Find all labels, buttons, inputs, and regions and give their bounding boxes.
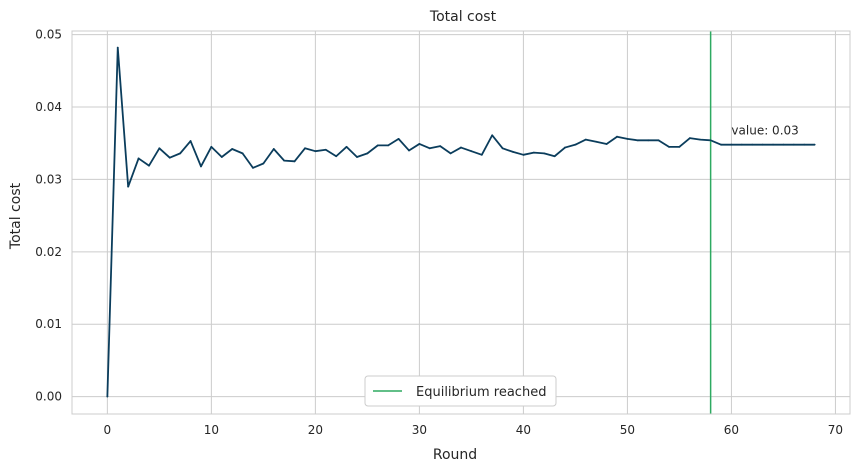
- chart-title: Total cost: [429, 9, 497, 25]
- data-point: [428, 147, 431, 150]
- data-point: [168, 156, 171, 159]
- y-axis-label: Total cost: [8, 182, 24, 250]
- data-point: [356, 156, 358, 158]
- legend: Equilibrium reached: [364, 375, 557, 407]
- data-point: [688, 137, 691, 140]
- y-ticks: 0.00 0.01 0.02 0.03 0.04 0.05: [35, 28, 62, 404]
- legend-box: [364, 375, 557, 407]
- data-point: [449, 152, 452, 155]
- data-point: [283, 159, 286, 162]
- data-point: [460, 146, 462, 149]
- data-point: [605, 143, 608, 145]
- data-point: [241, 152, 244, 155]
- data-point: [408, 149, 410, 152]
- data-point: [220, 156, 223, 158]
- data-point: [179, 152, 182, 155]
- data-point: [137, 157, 140, 160]
- data-point: [720, 143, 722, 146]
- x-tick-label: 30: [412, 423, 427, 437]
- data-point: [231, 148, 234, 150]
- data-point: [782, 143, 785, 146]
- data-point: [740, 143, 743, 146]
- data-point: [813, 143, 816, 146]
- x-tick-label: 40: [516, 423, 531, 437]
- data-point: [106, 395, 109, 398]
- data-point: [699, 138, 702, 141]
- data-point: [345, 145, 348, 148]
- value-annotation: value: 0.03: [731, 124, 798, 138]
- legend-label-equilibrium: Equilibrium reached: [416, 385, 546, 400]
- data-point: [751, 143, 754, 146]
- data-point: [584, 138, 587, 141]
- data-point: [418, 143, 421, 145]
- data-point: [335, 155, 338, 158]
- data-point: [564, 146, 566, 149]
- data-point: [668, 145, 670, 148]
- data-point: [116, 46, 119, 49]
- data-point: [387, 144, 390, 147]
- data-point: [376, 144, 379, 147]
- data-point: [772, 143, 774, 146]
- x-tick-label: 20: [308, 423, 323, 437]
- x-tick-label: 0: [104, 423, 112, 437]
- x-tick-label: 50: [620, 423, 635, 437]
- x-axis-label: Round: [433, 447, 477, 463]
- y-tick-label: 0.02: [35, 245, 62, 259]
- x-tick-label: 10: [204, 423, 219, 437]
- grid: [72, 31, 850, 414]
- data-point: [470, 150, 473, 153]
- data-point: [480, 153, 483, 156]
- data-point: [200, 165, 202, 168]
- data-point: [127, 185, 130, 188]
- x-ticks: 0 10 20 30 40 50 60 70: [104, 423, 844, 437]
- y-tick-label: 0.03: [35, 172, 62, 186]
- data-point: [293, 160, 296, 163]
- y-tick-label: 0.05: [35, 28, 62, 42]
- data-point: [616, 135, 618, 138]
- data-point: [803, 143, 806, 146]
- data-point: [553, 155, 556, 158]
- x-tick-label: 70: [828, 423, 843, 437]
- plot-frame: [71, 30, 851, 415]
- x-tick-label: 60: [724, 423, 739, 437]
- data-point: [158, 147, 161, 150]
- data-point: [148, 164, 150, 167]
- data-point: [189, 140, 192, 142]
- data-point: [761, 143, 764, 146]
- data-point: [574, 143, 577, 146]
- y-tick-label: 0.00: [35, 390, 62, 404]
- y-tick-label: 0.01: [35, 317, 62, 331]
- data-point: [366, 152, 369, 155]
- data-point: [272, 148, 275, 150]
- data-point: [709, 139, 712, 142]
- data-point: [491, 134, 494, 137]
- data-point: [636, 139, 639, 142]
- y-tick-label: 0.04: [35, 100, 62, 114]
- data-point: [512, 151, 514, 153]
- data-point: [501, 147, 504, 150]
- data-point: [324, 148, 327, 151]
- data-point: [647, 139, 650, 142]
- data-point: [262, 162, 265, 165]
- data-point: [522, 153, 525, 156]
- data-point: [657, 139, 660, 142]
- data-point: [210, 145, 213, 148]
- data-point: [252, 166, 254, 169]
- data-point: [543, 152, 546, 155]
- data-point: [397, 137, 400, 140]
- data-point: [439, 145, 442, 148]
- data-point: [314, 150, 317, 153]
- data-point: [792, 143, 795, 146]
- data-point: [626, 137, 629, 140]
- data-point: [595, 140, 598, 143]
- data-point: [730, 143, 733, 146]
- data-point: [678, 145, 681, 148]
- series-points: [106, 46, 816, 398]
- data-point: [304, 147, 306, 150]
- data-point: [532, 151, 535, 154]
